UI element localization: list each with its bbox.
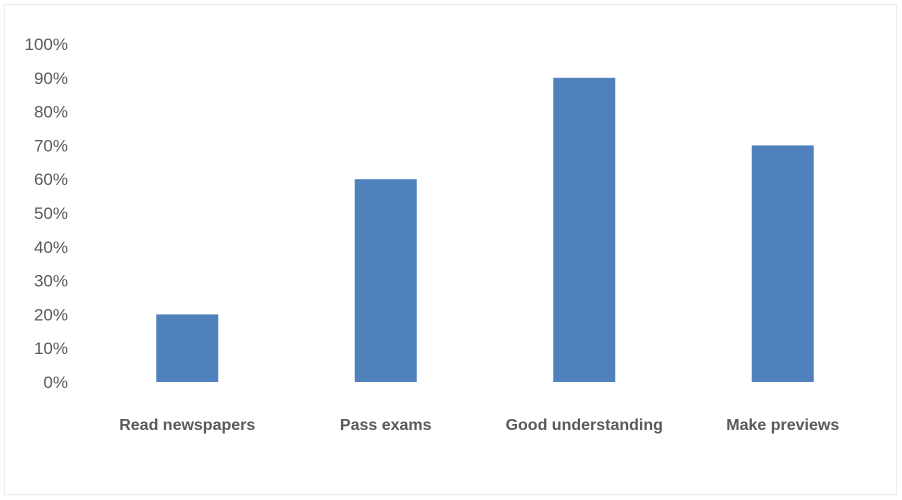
bar	[156, 314, 219, 382]
bar	[354, 179, 417, 382]
x-category-label: Make previews	[726, 417, 839, 434]
x-category-label: Pass exams	[340, 417, 432, 434]
y-tick-label: 40%	[34, 238, 68, 257]
y-tick-label: 100%	[25, 35, 68, 54]
bar-series	[156, 77, 814, 383]
y-tick-label: 70%	[34, 136, 68, 155]
x-axis-labels: Read newspapers Pass exams Good understand…	[119, 417, 839, 434]
y-tick-label: 0%	[43, 373, 68, 392]
y-tick-label: 50%	[34, 204, 68, 223]
bar	[751, 145, 814, 382]
x-category-label: Read newspapers	[119, 417, 255, 434]
y-tick-label: 10%	[34, 339, 68, 358]
y-tick-label: 30%	[34, 272, 68, 291]
y-tick-label: 90%	[34, 69, 68, 88]
bar	[553, 77, 616, 383]
y-tick-label: 80%	[34, 103, 68, 122]
y-axis-ticks: 0% 10% 20% 30% 40% 50% 60% 70% 80% 90% 100%	[25, 35, 68, 392]
x-category-label: Good understanding	[506, 417, 663, 434]
chart-frame	[4, 4, 897, 495]
y-tick-label: 20%	[34, 305, 68, 324]
y-tick-label: 60%	[34, 170, 68, 189]
